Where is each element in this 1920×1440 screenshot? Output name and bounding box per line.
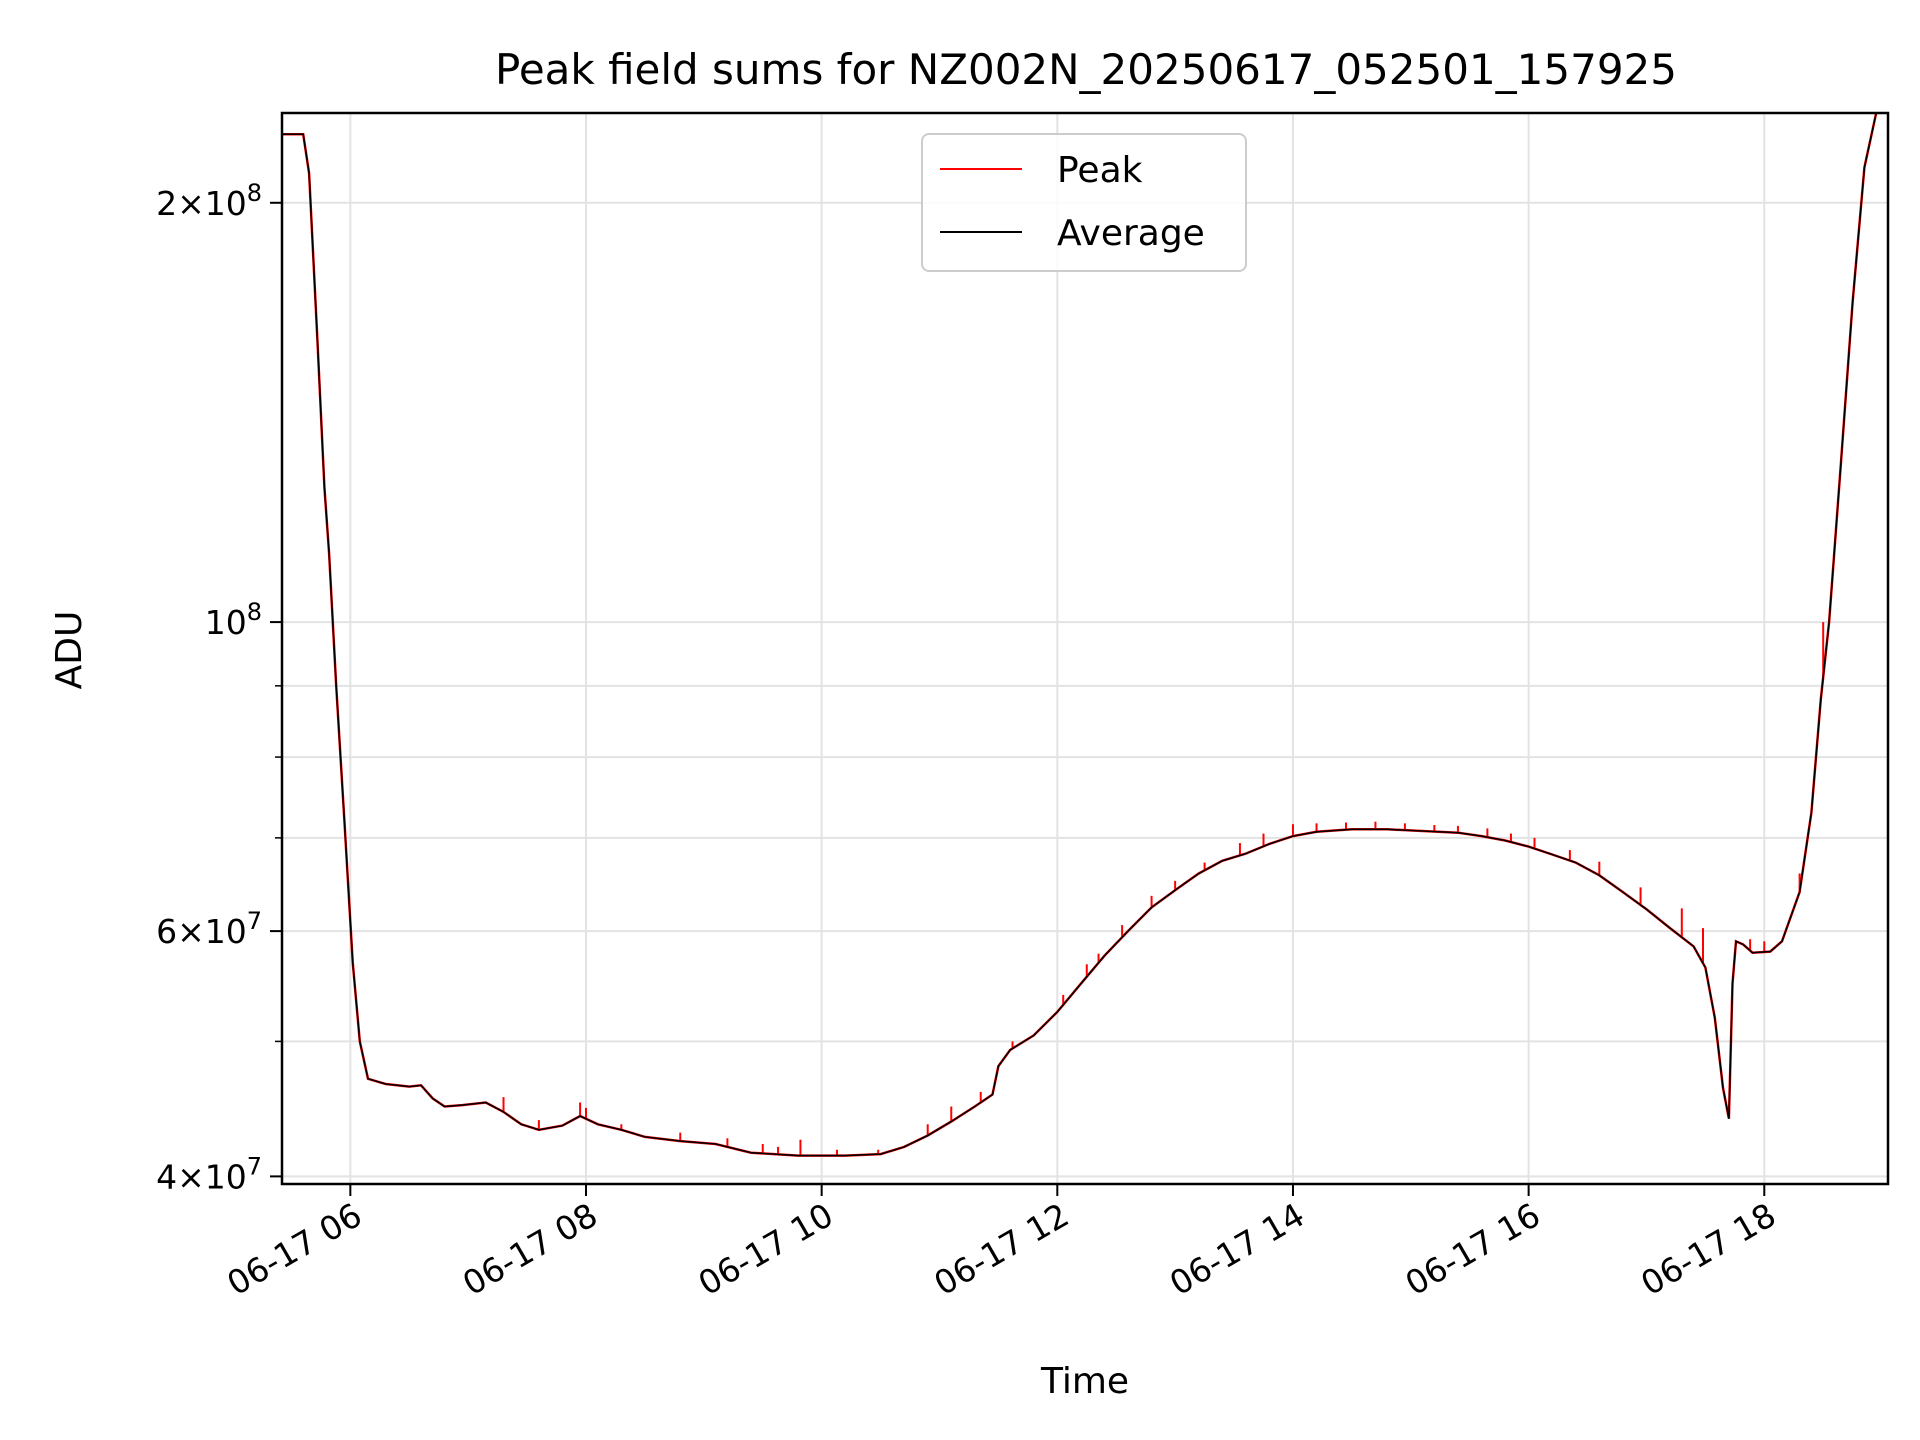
x-tick-label: 06-17 06 [220,1195,368,1303]
x-tick-label: 06-17 10 [692,1195,840,1303]
x-tick-label: 06-17 14 [1163,1195,1311,1303]
y-tick-label: 4×107 [156,1152,262,1196]
x-axis: 06-17 06 06-17 08 06-17 10 06-17 12 06-17 14… [220,1184,1782,1303]
chart-title: Peak field sums for NZ002N_20250617_0525… [495,45,1677,94]
x-tick-label: 06-17 16 [1399,1195,1547,1303]
plot-frame [280,111,1890,1186]
legend: Peak Average [921,133,1247,272]
y-tick-label: 108 [205,598,262,642]
x-tick-label: 06-17 18 [1634,1195,1782,1303]
x-tick-label: 06-17 12 [927,1195,1075,1303]
x-tick-label: 06-17 08 [456,1195,604,1303]
y-axis: 4×107 6×107 108 2×108 [156,179,282,1196]
x-axis-label: Time [1040,1361,1129,1402]
y-tick-label: 6×107 [156,907,262,951]
average-series [282,112,1877,1157]
y-tick-label: 2×108 [156,179,262,223]
legend-peak-label: Peak [1057,150,1143,191]
average-line [282,112,1877,1157]
legend-average-label: Average [1057,213,1205,254]
grid [282,113,1888,1184]
y-axis-label: ADU [49,611,90,690]
